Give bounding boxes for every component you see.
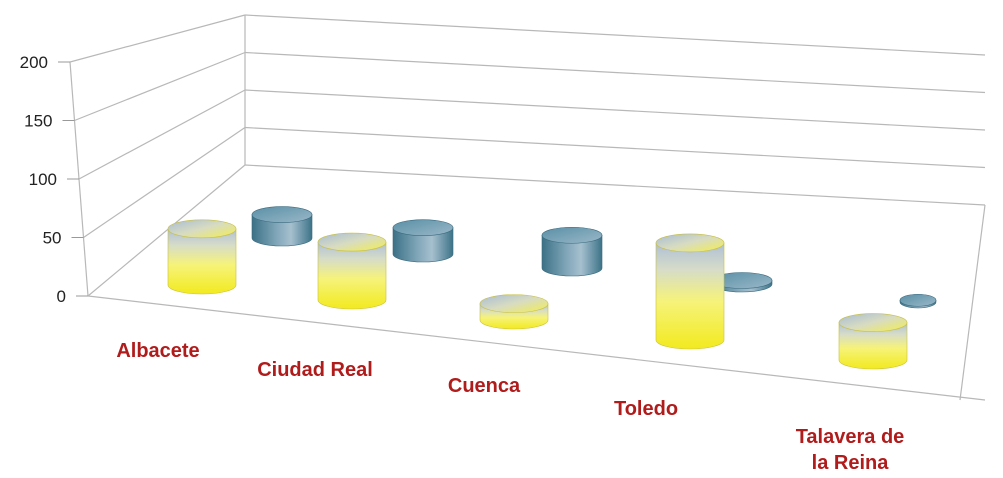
floor-front-edge: [87, 295, 986, 401]
gridline-back: [244, 51, 986, 94]
gridline-back: [244, 164, 986, 206]
y-tick-label: 50: [43, 229, 62, 248]
x-axis: Albacete Ciudad Real Cuenca Toledo Talavera …: [116, 340, 904, 474]
gridline-side: [69, 14, 246, 63]
bar-series2: [899, 293, 937, 309]
bar-series1: [838, 313, 908, 370]
gridline-side: [74, 51, 246, 122]
y-tick-label: 100: [29, 170, 57, 189]
category-label: Cuenca: [448, 375, 521, 397]
category-label: Albacete: [116, 340, 199, 362]
bar-series2: [392, 219, 454, 263]
gridline-back: [244, 14, 986, 56]
floor-right-edge: [959, 204, 986, 401]
gridline-side: [87, 164, 246, 297]
y-tick-label: 150: [24, 112, 52, 131]
bars-layer: [167, 206, 937, 370]
bar-series2: [711, 272, 773, 293]
y-tick-label: 0: [57, 287, 66, 306]
y-axis: 0 50 100 150 200: [20, 53, 88, 306]
category-label: Toledo: [614, 398, 678, 420]
category-label: Ciudad Real: [257, 359, 373, 381]
grid-layer: [69, 14, 986, 401]
bar-series1: [655, 233, 725, 350]
category-label: Talavera de la Reina: [796, 426, 905, 474]
bar-series1: [317, 232, 387, 310]
bar-series2: [541, 226, 603, 277]
gridline-side: [78, 89, 246, 180]
bar-series1: [479, 294, 549, 330]
bar-series2: [251, 206, 313, 247]
bar-series1: [167, 219, 237, 295]
gridline-back: [244, 126, 986, 169]
gridline-back: [244, 89, 986, 131]
gridline-side: [83, 127, 246, 238]
y-tick-label: 200: [20, 53, 48, 72]
